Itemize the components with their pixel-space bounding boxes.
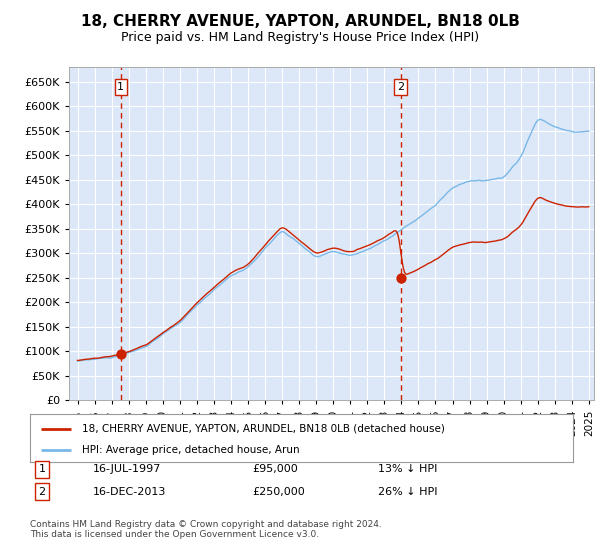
Text: 1: 1: [38, 464, 46, 474]
Text: Contains HM Land Registry data © Crown copyright and database right 2024.
This d: Contains HM Land Registry data © Crown c…: [30, 520, 382, 539]
Text: £95,000: £95,000: [252, 464, 298, 474]
Text: HPI: Average price, detached house, Arun: HPI: Average price, detached house, Arun: [82, 445, 299, 455]
Text: 2: 2: [38, 487, 46, 497]
Text: 2: 2: [397, 82, 404, 92]
Text: 16-JUL-1997: 16-JUL-1997: [93, 464, 161, 474]
Point: [116, 349, 125, 358]
Text: 18, CHERRY AVENUE, YAPTON, ARUNDEL, BN18 0LB: 18, CHERRY AVENUE, YAPTON, ARUNDEL, BN18…: [80, 14, 520, 29]
Text: 13% ↓ HPI: 13% ↓ HPI: [378, 464, 437, 474]
Text: 18, CHERRY AVENUE, YAPTON, ARUNDEL, BN18 0LB (detached house): 18, CHERRY AVENUE, YAPTON, ARUNDEL, BN18…: [82, 424, 445, 433]
Point: [396, 273, 406, 282]
Text: £250,000: £250,000: [252, 487, 305, 497]
Text: 16-DEC-2013: 16-DEC-2013: [93, 487, 166, 497]
Text: Price paid vs. HM Land Registry's House Price Index (HPI): Price paid vs. HM Land Registry's House …: [121, 31, 479, 44]
Text: 1: 1: [118, 82, 124, 92]
Text: 26% ↓ HPI: 26% ↓ HPI: [378, 487, 437, 497]
